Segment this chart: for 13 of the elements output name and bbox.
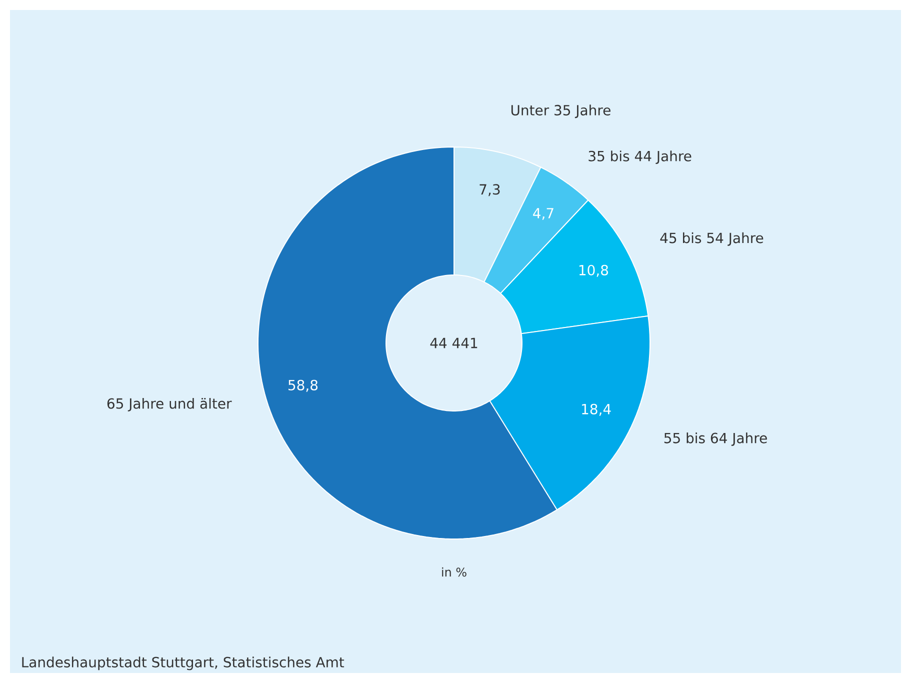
slice-label: 35 bis 44 Jahre [588, 150, 692, 164]
slice-label: Unter 35 Jahre [511, 104, 610, 118]
data-label: 18,4 [582, 404, 611, 416]
data-label: 4,7 [533, 208, 554, 220]
text: Landeshauptstadt Stuttgart, Statistisches Amt [22, 656, 344, 670]
text: 44 441 [430, 338, 478, 348]
slice-label: 45 bis 54 Jahre [660, 232, 764, 246]
data-label: 7,3 [480, 184, 500, 196]
slice-label: 55 bis 64 Jahre [664, 432, 767, 446]
data-label: 10,8 [579, 264, 608, 277]
slice-label: 65 Jahre und älter [107, 398, 232, 412]
text: in % [442, 567, 466, 577]
data-label: 58,8 [288, 380, 318, 392]
